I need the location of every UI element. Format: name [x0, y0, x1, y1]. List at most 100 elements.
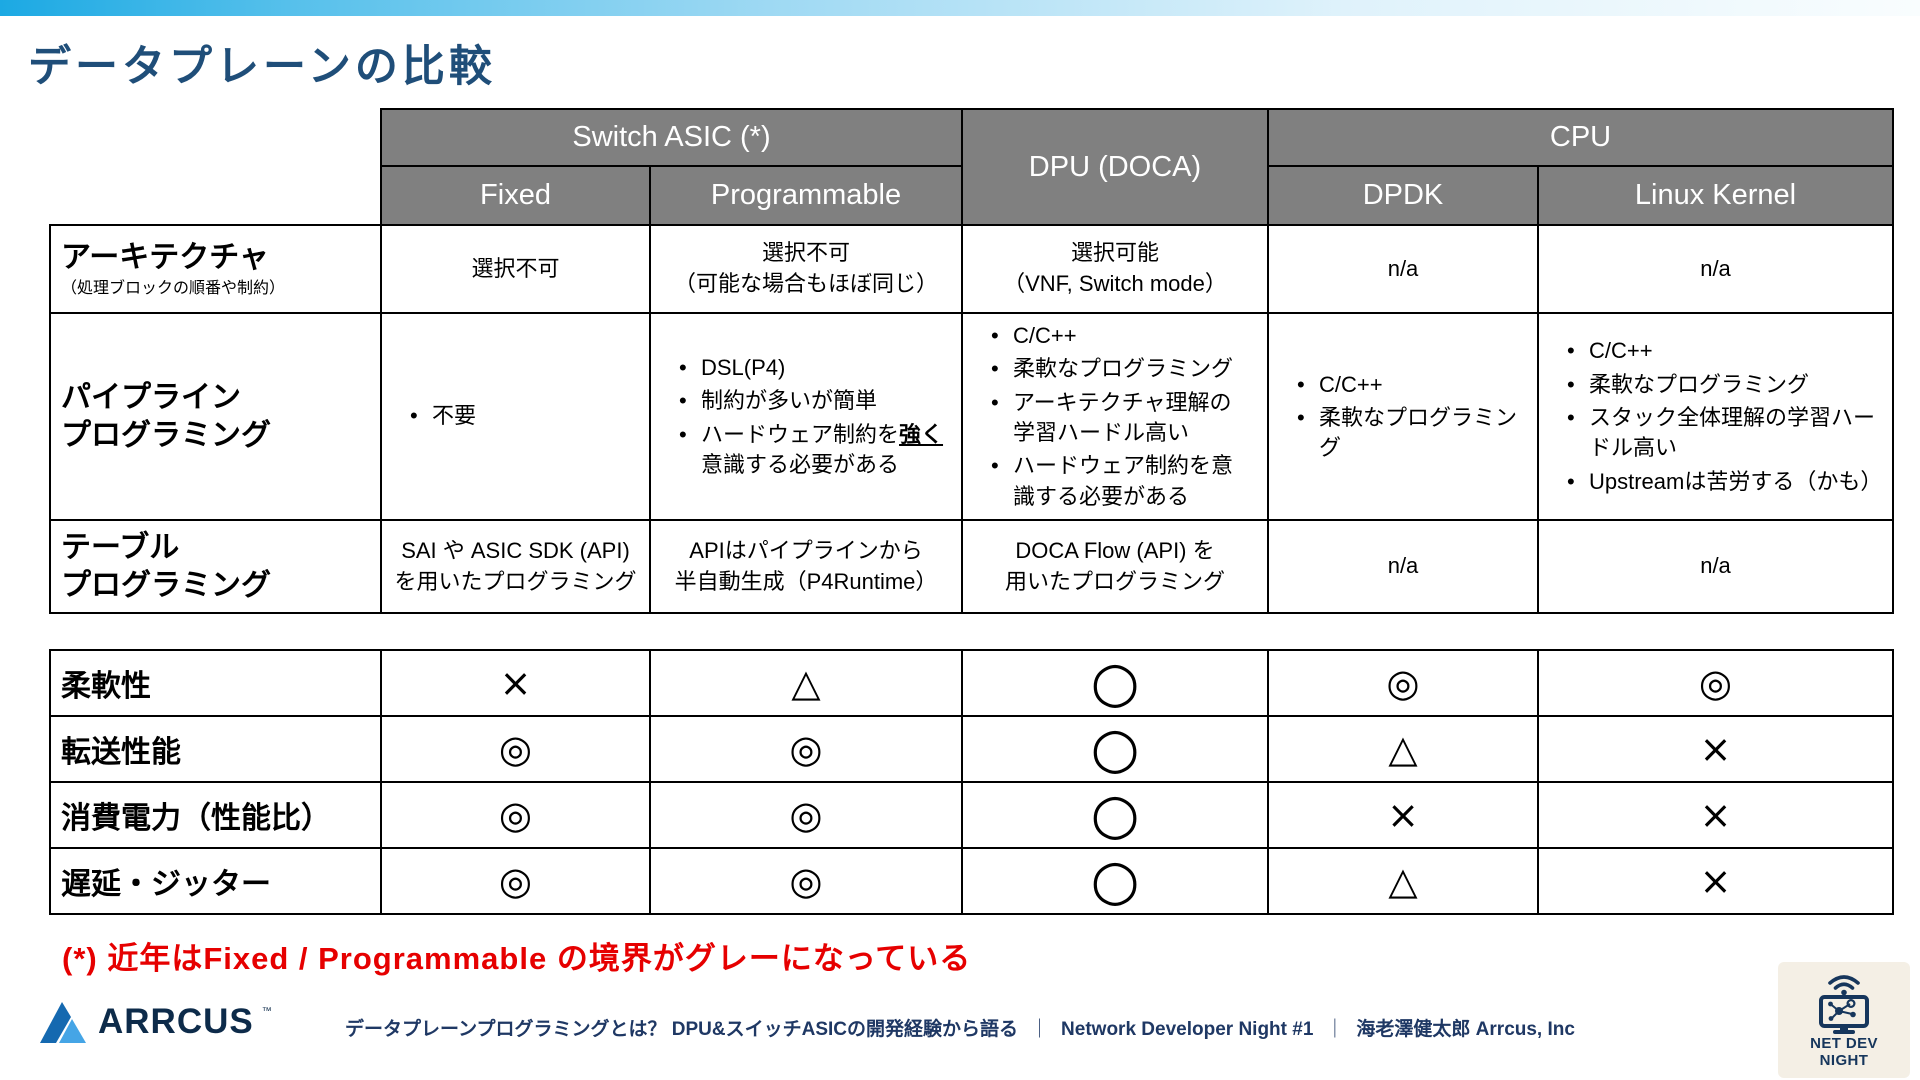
- rating-label: 転送性能: [49, 715, 382, 783]
- cell-line: 選択可能: [1070, 240, 1159, 266]
- cell-pipeline-fixed: 不要: [380, 311, 651, 522]
- cell-tableprog-linux: n/a: [1537, 519, 1894, 615]
- rating-programmable: △: [649, 649, 963, 717]
- footer-separator: ｜: [1030, 1019, 1050, 1040]
- netdevnight-logo-text-line2: NIGHT: [1819, 1052, 1869, 1069]
- footer-event-name: Network Developer Night #1: [1061, 1019, 1314, 1040]
- bullet-item: 不要: [400, 401, 635, 432]
- row-table-programming: テーブル プログラミング SAI や ASIC SDK (API) を用いたプロ…: [49, 519, 1894, 615]
- cell-line: APIはパイプラインから: [689, 537, 923, 563]
- cell-line: 用いたプログラミング: [1004, 568, 1225, 594]
- cell-tableprog-dpu: DOCA Flow (API) を 用いたプログラミング: [961, 519, 1269, 615]
- bullet-item: ハードウェア制約を強く意識する必要がある: [669, 420, 947, 481]
- rating-linux: ×: [1537, 715, 1894, 783]
- row-label-line: プログラミング: [61, 568, 271, 602]
- comparison-table: Switch ASIC (*) DPU (DOCA) CPU Fixed Pro…: [49, 108, 1894, 615]
- bullet-list: C/C++ 柔軟なプログラミング スタック全体理解の学習ハードル高い Upstr…: [1549, 336, 1882, 497]
- netdevnight-logo-icon: [1819, 975, 1869, 1035]
- top-accent-bar: [0, 0, 1920, 16]
- rating-dpu: ○: [961, 847, 1269, 915]
- cell-pipeline-linux: C/C++ 柔軟なプログラミング スタック全体理解の学習ハードル高い Upstr…: [1537, 311, 1894, 522]
- rating-row-forwarding-performance: 転送性能 ◎ ◎ ○ △ ×: [49, 715, 1894, 783]
- netdevnight-logo: NET DEV NIGHT: [1778, 962, 1910, 1078]
- bullet-text-post: 意識する必要がある: [701, 451, 900, 477]
- bullet-list: C/C++ 柔軟なプログラミング: [1279, 370, 1527, 464]
- rating-programmable: ◎: [649, 781, 963, 849]
- row-architecture: アーキテクチャ （処理ブロックの順番や制約） 選択不可 選択不可 （可能な場合も…: [49, 224, 1894, 314]
- cell-tableprog-programmable: APIはパイプラインから 半自動生成（P4Runtime）: [649, 519, 963, 615]
- cell-line: 半自動生成（P4Runtime）: [674, 568, 938, 594]
- rating-label: 柔軟性: [49, 649, 382, 717]
- cell-line: 選択不可: [761, 240, 850, 266]
- cell-architecture-dpu: 選択可能 （VNF, Switch mode）: [961, 224, 1269, 314]
- cell-pipeline-dpdk: C/C++ 柔軟なプログラミング: [1267, 311, 1539, 522]
- rating-linux: ◎: [1537, 649, 1894, 717]
- subheader-dpdk: DPDK: [1267, 165, 1539, 226]
- rating-dpu: ○: [961, 781, 1269, 849]
- cell-pipeline-dpu: C/C++ 柔軟なプログラミング アーキテクチャ理解の学習ハードル高い ハードウ…: [961, 311, 1269, 522]
- netdevnight-logo-text-line1: NET DEV: [1810, 1035, 1878, 1053]
- cell-tableprog-dpdk: n/a: [1267, 519, 1539, 615]
- rating-fixed: ◎: [380, 715, 651, 783]
- bullet-list: 不要: [392, 401, 639, 432]
- rating-linux: ×: [1537, 781, 1894, 849]
- bullet-list: DSL(P4) 制約が多いが簡単 ハードウェア制約を強く意識する必要がある: [661, 353, 951, 480]
- rating-label: 消費電力（性能比）: [49, 781, 382, 849]
- bullet-item: 柔軟なプログラミング: [981, 354, 1253, 385]
- rating-programmable: ◎: [649, 847, 963, 915]
- bullet-text-pre: ハードウェア制約を: [701, 421, 900, 447]
- cell-line: （VNF, Switch mode）: [1003, 271, 1227, 296]
- rating-fixed: ×: [380, 649, 651, 717]
- cell-pipeline-programmable: DSL(P4) 制約が多いが簡単 ハードウェア制約を強く意識する必要がある: [649, 311, 963, 522]
- row-label-table-programming: テーブル プログラミング: [49, 519, 382, 615]
- bullet-item: Upstreamは苦労する（かも）: [1557, 467, 1882, 498]
- group-header-switch-asic: Switch ASIC (*): [380, 108, 963, 167]
- bullet-item: DSL(P4): [669, 353, 947, 384]
- rating-row-power-consumption: 消費電力（性能比） ◎ ◎ ○ × ×: [49, 781, 1894, 849]
- rating-fixed: ◎: [380, 847, 651, 915]
- cell-architecture-fixed: 選択不可: [380, 224, 651, 314]
- subheader-linux-kernel: Linux Kernel: [1537, 165, 1894, 226]
- cell-line: を用いたプログラミング: [394, 568, 637, 594]
- slide-title: データプレーンの比較: [28, 43, 496, 91]
- bullet-item: C/C++: [981, 321, 1253, 352]
- bullet-item: スタック全体理解の学習ハードル高い: [1557, 403, 1878, 464]
- footer-separator: ｜: [1325, 1019, 1345, 1040]
- header-row-subcolumns: Fixed Programmable DPDK Linux Kernel: [50, 165, 1894, 226]
- rating-dpu: ○: [961, 649, 1269, 717]
- row-pipeline-programming: パイプライン プログラミング 不要 DSL(P4) 制約が多いが簡単 ハードウェ…: [49, 311, 1894, 522]
- arrcus-logo-icon: [40, 1002, 86, 1043]
- bullet-item: C/C++: [1287, 370, 1523, 401]
- slide-footer: データプレーンプログラミングとは？ DPU&スイッチASICの開発経験から語る ｜…: [0, 1014, 1920, 1041]
- rating-dpdk: ◎: [1267, 649, 1539, 717]
- bullet-item: 柔軟なプログラミング: [1557, 370, 1878, 401]
- row-label-architecture-main: アーキテクチャ: [61, 241, 269, 275]
- bullet-item: 柔軟なプログラミング: [1287, 403, 1523, 464]
- rating-dpdk: △: [1267, 715, 1539, 783]
- row-label-line: パイプライン: [61, 381, 241, 415]
- arrcus-logo: ARRCUS ™: [38, 1000, 272, 1044]
- row-label-line: プログラミング: [61, 418, 271, 452]
- rating-linux: ×: [1537, 847, 1894, 915]
- row-label-pipeline: パイプライン プログラミング: [49, 311, 382, 522]
- row-label-line: テーブル: [61, 531, 180, 565]
- cell-architecture-dpdk: n/a: [1267, 224, 1539, 314]
- bullet-item: アーキテクチャ理解の学習ハードル高い: [981, 388, 1253, 449]
- cell-architecture-linux: n/a: [1537, 224, 1894, 314]
- cell-line: 選択不可: [471, 255, 560, 281]
- asterisk-footnote: (*) 近年はFixed / Programmable の境界がグレーになってい…: [62, 941, 972, 976]
- cell-tableprog-fixed: SAI や ASIC SDK (API) を用いたプログラミング: [380, 519, 651, 615]
- bullet-list: C/C++ 柔軟なプログラミング アーキテクチャ理解の学習ハードル高い ハードウ…: [973, 321, 1257, 512]
- corner-cell: [50, 109, 381, 225]
- footer-author: 海老澤健太郎 Arrcus, Inc: [1356, 1019, 1575, 1040]
- rating-dpdk: △: [1267, 847, 1539, 915]
- group-header-dpu: DPU (DOCA): [961, 108, 1269, 226]
- row-label-architecture: アーキテクチャ （処理ブロックの順番や制約）: [49, 224, 382, 314]
- rating-table: 柔軟性 × △ ○ ◎ ◎ 転送性能 ◎ ◎ ○ △ × 消費電力（性能比） ◎…: [49, 649, 1894, 915]
- subheader-fixed: Fixed: [380, 165, 651, 226]
- group-header-cpu: CPU: [1267, 108, 1894, 167]
- row-label-architecture-sub: （処理ブロックの順番や制約）: [61, 279, 286, 297]
- cell-line: SAI や ASIC SDK (API): [401, 537, 630, 563]
- bullet-text-emphasis: 強く: [899, 421, 944, 447]
- bullet-item: ハードウェア制約を意識する必要がある: [981, 451, 1253, 512]
